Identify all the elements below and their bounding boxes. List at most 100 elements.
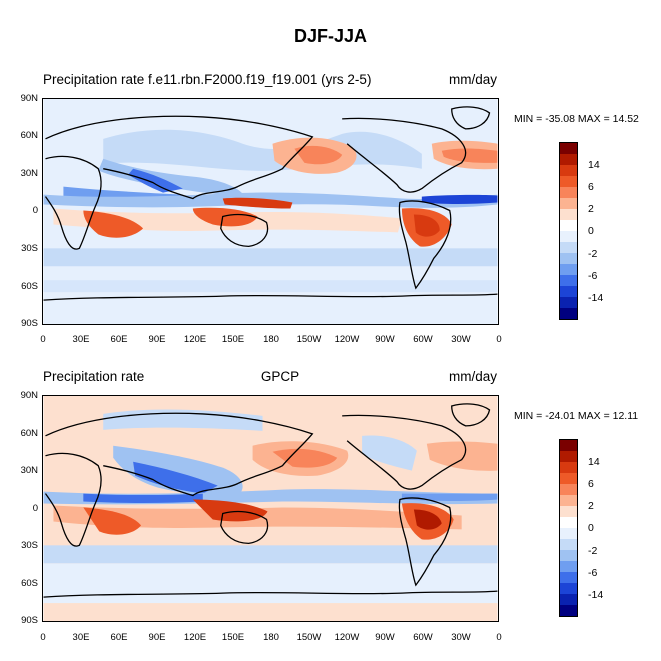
colorbar-segment — [560, 220, 577, 232]
panel1-minmax: MIN = -35.08 MAX = 14.52 — [514, 113, 639, 125]
panel2-lat-label: 60N — [20, 428, 38, 439]
panel2-lon-label: 30W — [451, 632, 471, 643]
panel1-lat-label: 60N — [20, 130, 38, 141]
panel1-lon-label: 60W — [413, 334, 433, 345]
colorbar-segment — [560, 506, 577, 518]
colorbar-segment — [560, 187, 577, 199]
panel2-colorbar-tick: 6 — [588, 478, 594, 490]
panel1-lon-label: 30W — [451, 334, 471, 345]
panel1-lon-label: 90E — [148, 334, 166, 345]
colorbar-segment — [560, 176, 577, 188]
panel1-lat-label: 60S — [21, 281, 38, 292]
panel1-lon-label: 30E — [72, 334, 90, 345]
colorbar-segment — [560, 539, 577, 551]
panel1-colorbar-tick: 2 — [588, 203, 594, 215]
panel2-center-title: GPCP — [260, 369, 300, 384]
colorbar-segment — [560, 605, 577, 617]
panel1-colorbar-tick: -2 — [588, 248, 598, 260]
panel1-colorbar-tick: -14 — [588, 292, 604, 304]
panel1-lat-label: 0 — [32, 205, 38, 216]
panel2-lon-label: 120W — [334, 632, 360, 643]
colorbar-segment — [560, 561, 577, 573]
colorbar-segment — [560, 495, 577, 507]
panel2-lon-label: 0 — [40, 632, 46, 643]
panel2-lon-label: 90E — [148, 632, 166, 643]
colorbar-segment — [560, 275, 577, 287]
panel1-lat-label: 90N — [20, 93, 38, 104]
colorbar-segment — [560, 517, 577, 529]
colorbar-segment — [560, 572, 577, 584]
panel2-colorbar — [559, 439, 578, 617]
panel2-lat-label: 90N — [20, 390, 38, 401]
colorbar-segment — [560, 165, 577, 177]
panel2-lon-label: 120E — [183, 632, 207, 643]
panel2-lat-label: 30N — [20, 465, 38, 476]
panel1-lon-label: 0 — [40, 334, 46, 345]
panel1-map — [42, 98, 499, 325]
colorbar-segment — [560, 308, 577, 320]
panel1-lat-label: 30S — [21, 243, 38, 254]
colorbar-segment — [560, 198, 577, 210]
panel1-lon-label: 150E — [221, 334, 245, 345]
panel1-lat-label: 90S — [21, 318, 38, 329]
panel1-colorbar — [559, 142, 578, 320]
colorbar-segment — [560, 451, 577, 463]
colorbar-segment — [560, 550, 577, 562]
panel2-colorbar-tick: 0 — [588, 522, 594, 534]
colorbar-segment — [560, 594, 577, 606]
panel2-lon-label: 150W — [296, 632, 322, 643]
colorbar-segment — [560, 484, 577, 496]
panel1-lon-label: 90W — [375, 334, 395, 345]
panel2-colorbar-tick: -6 — [588, 567, 598, 579]
panel2-lon-label: 0 — [496, 632, 502, 643]
panel1-lon-label: 0 — [496, 334, 502, 345]
panel2-lat-label: 30S — [21, 540, 38, 551]
panel1-lon-label: 60E — [110, 334, 128, 345]
panel2-lon-label: 150E — [221, 632, 245, 643]
panel2-minmax: MIN = -24.01 MAX = 12.11 — [514, 410, 639, 422]
colorbar-segment — [560, 231, 577, 243]
panel1-colorbar-tick: 0 — [588, 225, 594, 237]
colorbar-segment — [560, 253, 577, 265]
panel1-colorbar-tick: 6 — [588, 181, 594, 193]
colorbar-segment — [560, 462, 577, 474]
colorbar-segment — [560, 473, 577, 485]
colorbar-segment — [560, 242, 577, 254]
panel2-colorbar-tick: -2 — [588, 545, 598, 557]
panel1-lon-label: 120E — [183, 334, 207, 345]
panel2-units: mm/day — [448, 369, 497, 384]
colorbar-segment — [560, 264, 577, 276]
colorbar-segment — [560, 528, 577, 540]
panel1-units: mm/day — [448, 72, 497, 87]
panel2-lon-label: 60W — [413, 632, 433, 643]
panel2-colorbar-tick: -14 — [588, 589, 604, 601]
colorbar-segment — [560, 583, 577, 595]
panel1-map-graphic — [43, 99, 498, 324]
panel2-map — [42, 395, 499, 622]
figure-title: DJF-JJA — [293, 26, 368, 46]
panel1-colorbar-tick: 14 — [588, 159, 600, 171]
panel2-lon-label: 90W — [375, 632, 395, 643]
panel2-lat-label: 0 — [32, 503, 38, 514]
panel2-lat-label: 90S — [21, 615, 38, 626]
colorbar-segment — [560, 154, 577, 166]
panel1-lat-label: 30N — [20, 168, 38, 179]
panel1-left-title: Precipitation rate f.e11.rbn.F2000.f19_f… — [43, 72, 372, 87]
panel2-lon-label: 30E — [72, 632, 90, 643]
panel2-lat-label: 60S — [21, 578, 38, 589]
colorbar-segment — [560, 209, 577, 221]
panel1-colorbar-tick: -6 — [588, 270, 598, 282]
colorbar-segment — [560, 297, 577, 309]
panel2-left-title: Precipitation rate — [43, 369, 145, 384]
colorbar-segment — [560, 143, 577, 155]
panel1-lon-label: 180 — [263, 334, 279, 345]
panel2-lon-label: 180 — [263, 632, 279, 643]
panel2-map-graphic — [43, 396, 498, 621]
colorbar-segment — [560, 440, 577, 452]
panel2-colorbar-tick: 14 — [588, 456, 600, 468]
panel1-lon-label: 120W — [334, 334, 360, 345]
colorbar-segment — [560, 286, 577, 298]
panel1-lon-label: 150W — [296, 334, 322, 345]
panel2-lon-label: 60E — [110, 632, 128, 643]
panel2-colorbar-tick: 2 — [588, 500, 594, 512]
